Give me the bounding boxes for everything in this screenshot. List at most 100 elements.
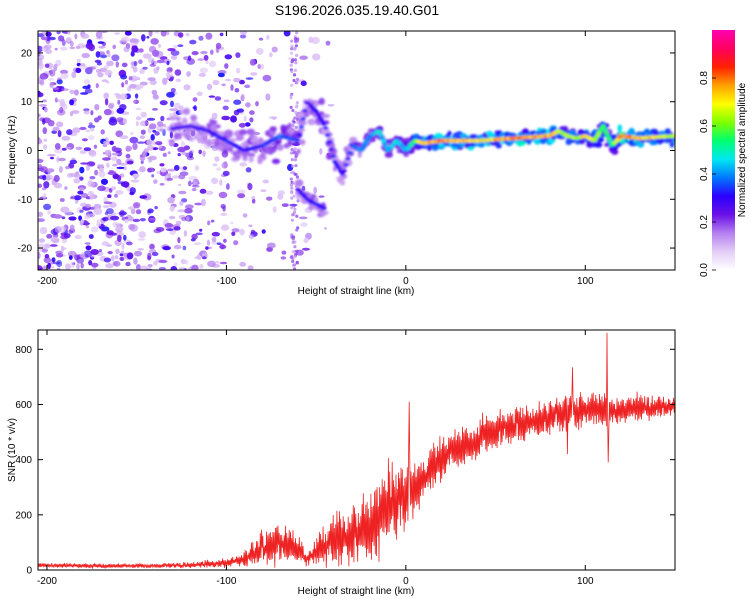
spectrogram-noise-cell: [290, 148, 294, 152]
spectrogram-ridge-cell: [427, 146, 432, 151]
spectrogram-noise-cell: [38, 138, 42, 144]
spectrogram-noise-cell: [93, 208, 103, 215]
spectrogram-noise-cell: [139, 120, 149, 127]
spectrogram-noise-cell: [69, 159, 78, 165]
spectrogram-noise-cell: [169, 112, 175, 117]
spectrogram-noise-cell: [272, 206, 277, 213]
spectrogram-ridge-cell: [447, 130, 452, 137]
colorbar-gradient: [712, 30, 735, 270]
spectrogram-noise-cell: [255, 47, 264, 55]
spectrogram-noise-cell: [161, 123, 166, 127]
spectrogram-noise-cell: [293, 47, 297, 51]
spectrogram-noise-cell: [106, 60, 114, 67]
spectrogram-noise-cell: [295, 53, 299, 58]
spectrogram-noise-cell: [54, 226, 62, 233]
spectrogram-noise-cell: [151, 174, 155, 178]
spectrogram-noise-cell: [293, 58, 297, 62]
spectrogram-noise-cell: [79, 63, 87, 70]
spectrogram-noise-cell: [182, 245, 187, 251]
spectrogram-ridge-cell: [236, 134, 244, 142]
spectrogram-noise-cell: [238, 122, 246, 128]
spectrogram-noise-cell: [50, 156, 54, 160]
spectrogram-noise-cell: [295, 214, 299, 218]
spectrogram-noise-cell: [156, 59, 165, 64]
spectrogram-noise-cell: [294, 44, 298, 48]
spectrogram-ridge-cell: [586, 142, 594, 148]
spectrogram-noise-cell: [268, 116, 278, 120]
spectrogram-noise-cell: [296, 37, 300, 41]
spectrogram-noise-cell: [80, 252, 86, 259]
spectrogram-noise-cell: [160, 115, 165, 122]
spectrogram-ridge-cell: [339, 180, 346, 186]
spectrogram-noise-cell: [162, 246, 171, 251]
spectrogram-noise-cell: [308, 36, 314, 43]
spectrogram-ridge-layer: [168, 97, 675, 218]
spectrogram-noise-cell: [302, 247, 310, 251]
spectrogram-noise-cell: [60, 72, 69, 79]
spectrogram-noise-cell: [295, 101, 299, 105]
colorbar-tick-label: 0.6: [699, 119, 710, 133]
spectrogram-noise-cell: [114, 193, 118, 198]
spectrogram-noise-cell: [222, 206, 226, 212]
spectrogram-noise-cell: [201, 256, 207, 260]
spectrogram-ridge-cell: [357, 152, 362, 158]
spectrogram-noise-cell: [45, 31, 52, 37]
spectrogram-noise-cell: [79, 176, 84, 181]
spectrogram-noise-cell: [186, 58, 195, 65]
spectrogram-noise-cell: [74, 33, 78, 40]
spectrogram-noise-cell: [67, 250, 77, 257]
spectrogram-noise-layer: [38, 31, 335, 270]
spectrogram-noise-cell: [313, 186, 318, 194]
spectrogram-ridge-cell: [495, 143, 502, 149]
spectrogram-noise-cell: [76, 58, 81, 63]
spectrogram-noise-cell: [251, 195, 256, 201]
spectrogram-noise-cell: [245, 77, 254, 80]
spectrogram-y-axis-label: Frequency (Hz): [7, 116, 18, 185]
spectrogram-noise-cell: [132, 76, 140, 80]
spectrogram-noise-cell: [88, 122, 93, 126]
spectrogram-y-tick-label: 0: [26, 146, 32, 157]
spectrogram-noise-cell: [262, 74, 272, 82]
spectrogram-noise-cell: [212, 163, 218, 167]
spectrogram-noise-cell: [56, 259, 63, 268]
spectrogram-noise-cell: [80, 33, 90, 39]
spectrogram-noise-cell: [181, 151, 187, 155]
spectrogram-noise-cell: [231, 228, 240, 233]
spectrogram-noise-cell: [119, 93, 128, 100]
spectrogram-noise-cell: [289, 93, 293, 97]
spectrogram-noise-cell: [53, 63, 59, 68]
spectrogram-noise-cell: [111, 156, 118, 161]
spectrogram-noise-cell: [97, 185, 106, 192]
spectrogram-ridge-cell: [508, 139, 514, 145]
spectrogram-noise-cell: [294, 164, 298, 168]
spectrogram-ridge-core: [332, 159, 338, 164]
spectrogram-noise-cell: [252, 198, 256, 204]
spectrogram-noise-cell: [71, 110, 80, 114]
spectrogram-noise-cell: [197, 58, 204, 61]
spectrogram-noise-cell: [59, 166, 63, 173]
spectrogram-noise-cell: [56, 121, 64, 128]
spectrogram-noise-cell: [81, 193, 89, 198]
spectrogram-noise-cell: [84, 88, 93, 94]
spectrogram-noise-cell: [39, 73, 49, 80]
spectrogram-ridge-core: [321, 206, 327, 211]
spectrogram-noise-cell: [292, 204, 296, 208]
spectrogram-noise-cell: [69, 40, 74, 47]
spectrogram-noise-cell: [177, 146, 186, 153]
spectrogram-noise-cell: [150, 134, 155, 141]
spectrogram-ridge-cell: [168, 139, 176, 144]
spectrogram-noise-cell: [159, 183, 165, 186]
spectrogram-noise-cell: [102, 144, 108, 148]
spectrogram-noise-cell: [222, 170, 230, 176]
spectrogram-ridge-cell: [190, 114, 198, 121]
spectrogram-noise-cell: [292, 194, 296, 198]
spectrogram-noise-cell: [295, 31, 299, 35]
spectrogram-noise-cell: [230, 84, 234, 91]
snr-y-tick-label: 800: [15, 345, 32, 356]
spectrogram-noise-cell: [189, 150, 194, 159]
spectrogram-noise-cell: [296, 117, 300, 121]
spectrogram-noise-cell: [292, 181, 296, 185]
spectrogram-noise-cell: [125, 261, 131, 267]
spectrogram-ridge-core: [378, 133, 384, 137]
spectrogram-noise-cell: [124, 80, 128, 85]
